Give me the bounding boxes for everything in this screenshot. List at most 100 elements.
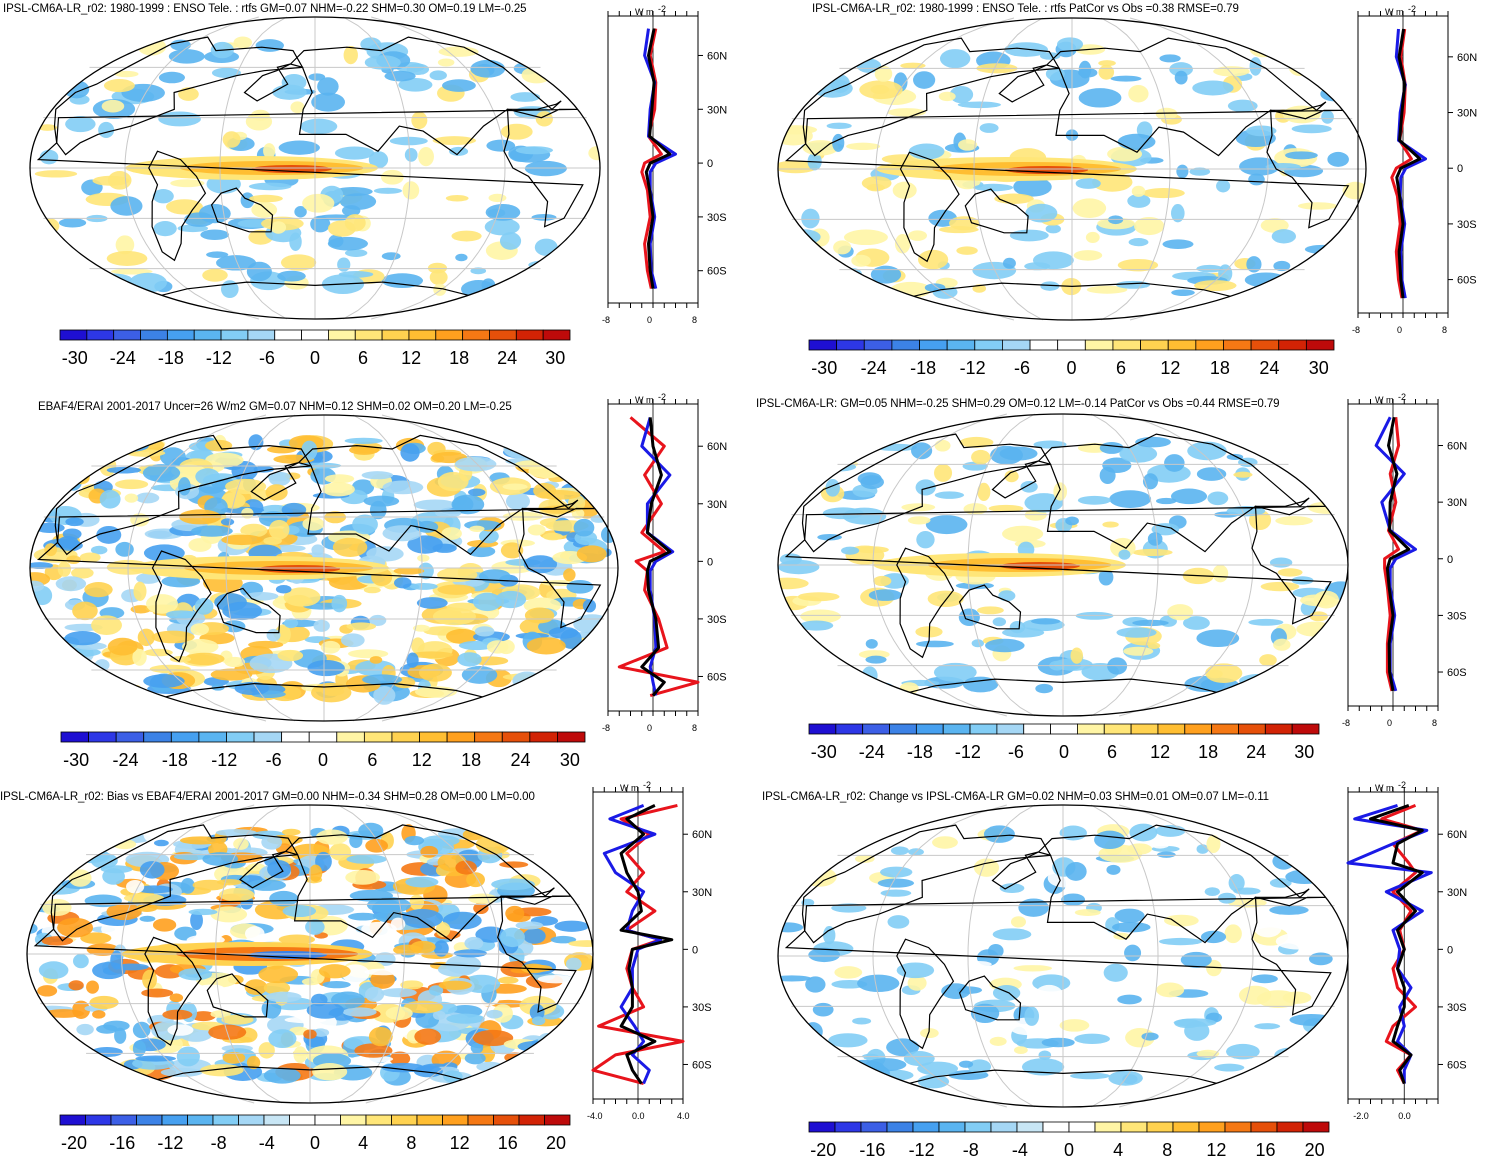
colorbar-swatch-12 [365,1114,392,1126]
colorbar-swatch-6 [220,329,249,341]
coast-south-america [896,938,955,1050]
panel-2-colorbar: -30 -24 -18 -12 -6 0 6 12 18 24 30 [808,339,1335,378]
panel-1-map [29,16,601,320]
colorbar-swatch-4 [915,723,944,735]
lat-label-1: 30N [1457,108,1477,120]
units-exp: -2 [658,4,666,14]
colorbar-swatch-9 [301,329,329,341]
colorbar-swatch-7 [247,329,276,341]
colorbar-swatch-18 [518,1114,545,1126]
colorbar-swatch-10 [1077,723,1105,735]
units-exp: -2 [1398,780,1406,790]
units-label: W m [635,395,654,405]
colorbar-swatch-6 [974,339,1003,351]
colorbar-swatch-0 [808,339,838,351]
x-tick-0: -8 [602,315,610,325]
units-label: W m [1375,783,1394,793]
lat-label-4: 60S [1447,667,1467,679]
zonal-line-ref [619,804,674,1085]
colorbar-swatch-10 [328,329,356,341]
colorbar-swatch-14 [1172,1121,1200,1133]
colorbar-swatch-13 [1146,1121,1174,1133]
colorbar-label-8: 18 [449,348,469,368]
colorbar-label-1: -16 [859,1140,885,1157]
panel-2-zonal-mean: 60N 30N 0 30S 60S W m -2 -8 0 8 [1352,4,1477,335]
coast-australia [216,587,281,634]
x-tick-1: 0 [1397,325,1402,335]
colorbar-swatch-17 [1264,723,1293,735]
colorbar-swatch-8 [1016,1121,1044,1133]
colorbar-swatch-9 [1057,339,1086,351]
zonal-line-ref [1385,416,1411,692]
x-tick-1: 0 [647,315,652,325]
colorbar-swatch-13 [419,731,448,743]
colorbar-swatch-6 [969,723,998,735]
x-tick-1: 0.0 [1398,1111,1411,1121]
panel-4-map [777,413,1349,717]
lat-label-2: 0 [1447,554,1453,566]
colorbar-swatch-6 [226,731,255,743]
colorbar-swatch-9 [1050,723,1078,735]
colorbar-swatch-2 [862,723,890,735]
colorbar-swatch-9 [1042,1121,1070,1133]
colorbar-swatch-15 [474,731,503,743]
colorbar-label-0: -30 [63,750,89,770]
lat-label-2: 0 [692,944,698,956]
panel-2-map [777,17,1367,321]
colorbar-swatch-5 [942,723,971,735]
x-tick-1: 0 [1387,718,1392,728]
x-tick-2: 8 [692,723,697,733]
colorbar-swatch-0 [59,1114,86,1126]
colorbar-label-8: 12 [450,1133,470,1153]
lat-label-4: 60S [707,266,727,278]
panel-3-colorbar: -30 -24 -18 -12 -6 0 6 12 18 24 30 [60,731,586,770]
colorbar-swatch-2 [110,1114,137,1126]
colorbar-swatch-2 [863,339,893,351]
colorbar-label-3: -8 [211,1133,227,1153]
coast-antarctica [898,282,1246,301]
colorbar-swatch-14 [416,1114,443,1126]
coast-south-america [151,550,212,663]
lat-label-4: 60S [707,671,727,683]
colorbar-label-1: -24 [110,348,136,368]
colorbar-label-4: -6 [1008,742,1024,762]
coast-south-america [899,151,960,263]
colorbar-label-0: -30 [811,742,837,762]
colorbar-label-8: 18 [1198,742,1218,762]
lat-label-1: 30N [707,104,727,116]
coast-australia [206,973,269,1018]
colorbar-swatch-0 [808,723,837,735]
coastlines [784,824,1332,1088]
colorbar-label-4: -6 [266,750,282,770]
coastlines [784,433,1332,697]
colorbar-swatch-5 [946,339,976,351]
colorbar-label-6: 4 [1113,1140,1123,1157]
colorbar-label-4: -4 [259,1133,275,1153]
coast-africa [784,109,1350,229]
lat-label-0: 60N [1447,441,1467,453]
colorbar-label-4: -6 [1014,358,1030,378]
lat-label-2: 0 [1447,944,1453,956]
coast-australia [958,584,1022,630]
panel-1-title: IPSL-CM6A-LR_r02: 1980-1999 : ENSO Tele.… [3,3,527,15]
coast-eurasia [250,434,579,556]
colorbar-swatch-12 [391,731,420,743]
lat-label-3: 30S [1447,610,1467,622]
colorbar-swatch-2 [860,1121,888,1133]
lat-label-4: 60S [1457,275,1477,287]
colorbar-swatch-8 [1023,723,1051,735]
colorbar-swatch-7 [1002,339,1031,351]
graticule [778,804,1348,1108]
lat-label-4: 60S [692,1059,712,1071]
colorbar-label-3: -8 [963,1140,979,1157]
colorbar-swatch-1 [88,731,117,743]
colorbar-label-2: -12 [909,1140,935,1157]
panel-5-title: IPSL-CM6A-LR_r02: Bias vs EBAF4/ERAI 200… [0,791,535,803]
coast-south-america [144,936,202,1047]
coastlines [784,37,1350,301]
colorbar-label-7: 12 [1150,742,1170,762]
coast-australia [964,188,1029,234]
side-frame [1347,791,1439,1100]
colorbar-swatch-17 [529,731,558,743]
x-tick-0: -2.0 [1353,1111,1369,1121]
